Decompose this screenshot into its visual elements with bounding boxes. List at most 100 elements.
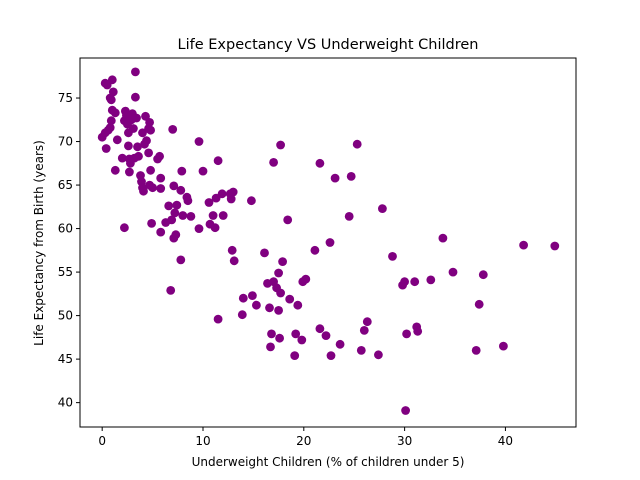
data-point	[108, 87, 118, 97]
data-point	[274, 306, 283, 315]
x-tick-label: 20	[296, 434, 311, 448]
data-point	[139, 186, 148, 196]
data-point	[177, 166, 187, 176]
data-point	[448, 267, 458, 277]
y-tick-label: 40	[58, 396, 73, 410]
y-tick-label: 60	[58, 222, 73, 236]
y-tick-label: 75	[58, 91, 73, 105]
data-point	[178, 211, 188, 220]
data-point	[410, 277, 420, 287]
data-point	[248, 291, 257, 300]
data-point	[247, 196, 256, 206]
data-point	[388, 252, 397, 261]
data-point	[226, 194, 236, 204]
data-point	[227, 245, 237, 255]
data-point	[237, 310, 247, 320]
data-point	[374, 350, 383, 360]
data-point	[301, 274, 311, 284]
y-axis: 40 45 50 55 60 65 70 75	[58, 91, 80, 410]
data-point	[106, 95, 116, 105]
data-point	[321, 331, 331, 340]
data-point	[285, 294, 295, 304]
x-tick-label: 10	[195, 434, 210, 448]
data-point	[290, 351, 300, 360]
data-point	[164, 201, 174, 211]
data-point	[344, 212, 354, 221]
data-point	[147, 219, 157, 228]
data-point	[169, 181, 179, 191]
data-point	[134, 151, 143, 161]
data-point	[204, 198, 214, 207]
data-point	[148, 183, 158, 193]
data-point	[176, 255, 186, 265]
data-point	[362, 317, 372, 327]
data-point	[146, 165, 156, 175]
y-axis-title: Life Expectancy from Birth (years)	[32, 140, 46, 346]
data-point	[133, 142, 142, 152]
data-point	[142, 136, 151, 146]
data-point	[120, 223, 129, 233]
data-point	[105, 123, 115, 132]
y-tick-label: 50	[58, 309, 73, 323]
data-point	[213, 314, 223, 324]
data-point	[352, 139, 362, 149]
data-point	[413, 326, 423, 336]
data-point	[359, 326, 369, 335]
data-point	[208, 211, 218, 220]
data-point	[228, 187, 238, 197]
data-point	[499, 341, 508, 351]
data-point	[315, 158, 325, 168]
data-point	[519, 240, 528, 250]
data-point	[176, 185, 186, 195]
data-point	[217, 189, 227, 199]
data-point	[171, 230, 181, 240]
data-point	[144, 148, 154, 158]
y-tick-label: 55	[58, 265, 73, 279]
data-point	[168, 124, 178, 134]
data-point	[275, 333, 284, 343]
data-point	[156, 173, 166, 183]
data-point	[478, 270, 488, 280]
y-tick-label: 45	[58, 352, 73, 366]
data-point	[325, 238, 335, 247]
data-point	[283, 215, 293, 225]
x-axis: 0 10 20 30 40	[98, 427, 513, 448]
data-point	[183, 196, 193, 206]
data-point	[110, 108, 120, 118]
data-point	[474, 299, 484, 309]
data-point	[346, 172, 356, 181]
data-point	[297, 335, 307, 345]
data-point	[167, 215, 177, 225]
data-point	[132, 113, 141, 123]
data-point	[156, 227, 166, 237]
data-point	[194, 224, 204, 234]
data-point	[166, 286, 176, 295]
data-point	[213, 156, 223, 166]
chart-title: Life Expectancy VS Underweight Children	[178, 37, 479, 53]
data-point	[117, 153, 127, 163]
plot-frame	[79, 57, 577, 428]
data-point	[426, 275, 436, 285]
data-point	[112, 135, 122, 145]
data-point	[278, 257, 287, 266]
data-point	[291, 329, 301, 339]
data-point	[110, 165, 120, 175]
data-point	[266, 342, 275, 352]
data-point	[315, 324, 325, 334]
data-point	[276, 288, 285, 298]
data-point	[401, 406, 410, 415]
x-axis-title: Underweight Children (% of children unde…	[192, 455, 465, 469]
data-point	[131, 67, 140, 77]
data-point	[310, 245, 320, 255]
y-tick-label: 70	[58, 135, 73, 149]
data-point	[145, 118, 155, 127]
data-point	[326, 351, 336, 360]
data-point	[129, 124, 138, 133]
data-point	[229, 256, 239, 266]
data-point	[146, 125, 156, 135]
data-point	[252, 300, 261, 310]
data-point	[267, 329, 276, 339]
data-point	[123, 141, 133, 151]
